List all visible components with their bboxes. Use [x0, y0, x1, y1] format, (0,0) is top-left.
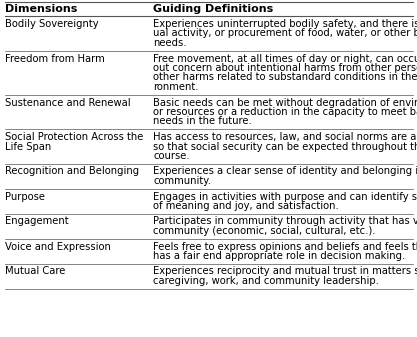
Text: caregiving, work, and community leadership.: caregiving, work, and community leadersh… — [153, 276, 379, 286]
Text: Guiding Definitions: Guiding Definitions — [153, 4, 273, 14]
Text: Basic needs can be met without degradation of environment: Basic needs can be met without degradati… — [153, 97, 417, 108]
Text: Purpose: Purpose — [5, 191, 45, 202]
Text: ual activity, or procurement of food, water, or other basic: ual activity, or procurement of food, wa… — [153, 29, 417, 38]
Text: course.: course. — [153, 151, 190, 161]
Text: Social Protection Across the: Social Protection Across the — [5, 132, 143, 142]
Text: of meaning and joy, and satisfaction.: of meaning and joy, and satisfaction. — [153, 201, 339, 211]
Text: Life Span: Life Span — [5, 142, 51, 152]
Text: ronment.: ronment. — [153, 82, 198, 92]
Text: Mutual Care: Mutual Care — [5, 267, 65, 276]
Text: needs in the future.: needs in the future. — [153, 117, 252, 126]
Text: other harms related to substandard conditions in the envi-: other harms related to substandard condi… — [153, 72, 417, 83]
Text: Feels free to express opinions and beliefs and feels that she: Feels free to express opinions and belie… — [153, 242, 417, 251]
Text: has a fair end appropriate role in decision making.: has a fair end appropriate role in decis… — [153, 251, 405, 261]
Text: Sustenance and Renewal: Sustenance and Renewal — [5, 97, 131, 108]
Text: Engagement: Engagement — [5, 216, 69, 226]
Text: needs.: needs. — [153, 38, 186, 48]
Text: Dimensions: Dimensions — [5, 4, 78, 14]
Text: Participates in community through activity that has value for: Participates in community through activi… — [153, 216, 417, 226]
Text: Voice and Expression: Voice and Expression — [5, 242, 111, 251]
Text: Free movement, at all times of day or night, can occur with-: Free movement, at all times of day or ni… — [153, 54, 417, 63]
Text: Experiences a clear sense of identity and belonging in: Experiences a clear sense of identity an… — [153, 166, 417, 177]
Text: out concern about intentional harms from other persons, or: out concern about intentional harms from… — [153, 63, 417, 73]
Text: Has access to resources, law, and social norms are arranged: Has access to resources, law, and social… — [153, 132, 417, 142]
Text: Experiences uninterrupted bodily safety, and there is no force or coercion invol: Experiences uninterrupted bodily safety,… — [153, 19, 417, 29]
Text: Experiences reciprocity and mutual trust in matters such as: Experiences reciprocity and mutual trust… — [153, 267, 417, 276]
Text: or resources or a reduction in the capacity to meet basic: or resources or a reduction in the capac… — [153, 107, 417, 117]
Text: community (economic, social, cultural, etc.).: community (economic, social, cultural, e… — [153, 226, 376, 236]
Text: so that social security can be expected throughout the life: so that social security can be expected … — [153, 142, 417, 152]
Text: community.: community. — [153, 176, 211, 186]
Text: Freedom from Harm: Freedom from Harm — [5, 54, 105, 63]
Text: Recognition and Belonging: Recognition and Belonging — [5, 166, 139, 177]
Text: Bodily Sovereignty: Bodily Sovereignty — [5, 19, 99, 29]
Text: Engages in activities with purpose and can identify sources: Engages in activities with purpose and c… — [153, 191, 417, 202]
